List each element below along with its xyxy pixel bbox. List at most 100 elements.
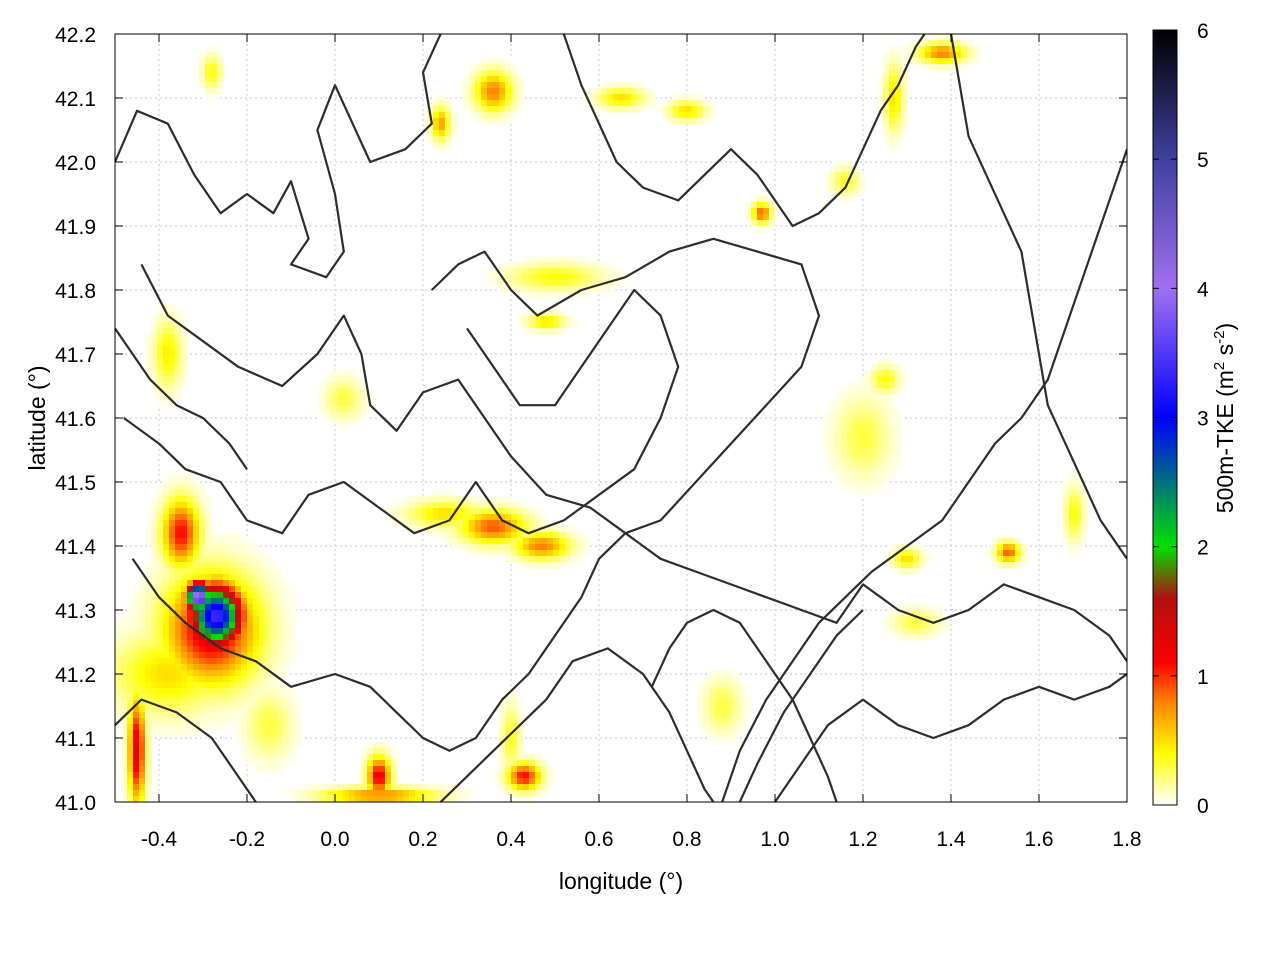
tke-cell: [265, 706, 272, 713]
tke-cell: [889, 400, 896, 407]
tke-cell: [895, 634, 902, 641]
tke-cell: [217, 604, 224, 611]
tke-cell: [193, 622, 200, 629]
tke-cell: [511, 286, 518, 293]
tke-cell: [907, 556, 914, 563]
tke-cell: [175, 712, 182, 719]
tke-cell: [181, 634, 188, 641]
tke-cell: [181, 562, 188, 569]
tke-cell: [163, 658, 170, 665]
tke-cell: [193, 706, 200, 713]
tke-cell: [205, 496, 212, 503]
tke-cell: [151, 634, 158, 641]
tke-cell: [853, 448, 860, 455]
tke-cell: [511, 262, 518, 269]
tke-cell: [199, 688, 206, 695]
tke-cell: [655, 106, 662, 113]
tke-cell: [1063, 508, 1070, 515]
tke-cell: [193, 634, 200, 641]
tke-cell: [619, 88, 626, 95]
tke-cell: [121, 682, 128, 689]
tke-cell: [463, 502, 470, 509]
tke-cell: [859, 448, 866, 455]
tke-cell: [211, 688, 218, 695]
tke-cell: [175, 526, 182, 533]
tke-cell: [349, 400, 356, 407]
tke-cell: [169, 724, 176, 731]
tke-cell: [889, 430, 896, 437]
tke-cell: [193, 478, 200, 485]
tke-cell: [643, 106, 650, 113]
tke-cell: [163, 328, 170, 335]
tke-cell: [151, 364, 158, 371]
tke-cell: [145, 790, 152, 797]
tke-cell: [439, 490, 446, 497]
tke-cell: [991, 562, 998, 569]
tke-cell: [1009, 562, 1016, 569]
tke-cell: [223, 676, 230, 683]
tke-cell: [145, 574, 152, 581]
tke-cell: [541, 262, 548, 269]
tke-cell: [379, 742, 386, 749]
tke-cell: [283, 634, 290, 641]
tke-cell: [349, 406, 356, 413]
tke-cell: [505, 58, 512, 65]
tke-cell: [619, 268, 626, 275]
tke-cell: [265, 694, 272, 701]
tke-cell: [517, 730, 524, 737]
tke-cell: [1003, 532, 1010, 539]
tke-cell: [169, 334, 176, 341]
tke-cell: [499, 94, 506, 101]
tke-cell: [271, 742, 278, 749]
tke-cell: [391, 784, 398, 791]
tke-cell: [193, 556, 200, 563]
tke-cell: [379, 754, 386, 761]
tke-cell: [145, 730, 152, 737]
tke-cell: [169, 490, 176, 497]
tke-cell: [919, 58, 926, 65]
tke-cell: [487, 76, 494, 83]
tke-cell: [181, 340, 188, 347]
tke-cell: [889, 460, 896, 467]
tke-cell: [145, 796, 152, 802]
tke-cell: [385, 748, 392, 755]
tke-cell: [217, 562, 224, 569]
tke-cell: [229, 694, 236, 701]
tke-cell: [529, 562, 536, 569]
tke-cell: [1015, 538, 1022, 545]
tke-cell: [139, 754, 146, 761]
tke-cell: [877, 442, 884, 449]
tke-cell: [307, 796, 314, 802]
tke-cell: [493, 70, 500, 77]
tke-cell: [511, 544, 518, 551]
tke-cell: [289, 730, 296, 737]
tke-cell: [415, 514, 422, 521]
tke-cell: [553, 526, 560, 533]
tke-cell: [235, 562, 242, 569]
tke-cell: [529, 292, 536, 299]
tke-cell: [157, 484, 164, 491]
tke-cell: [877, 478, 884, 485]
tke-cell: [181, 346, 188, 353]
tke-cell: [151, 340, 158, 347]
tke-cell: [535, 274, 542, 281]
tke-cell: [637, 82, 644, 89]
tke-cell: [427, 526, 434, 533]
tke-cell: [361, 406, 368, 413]
tke-cell: [517, 82, 524, 89]
tke-cell: [937, 64, 944, 71]
tke-cell: [871, 436, 878, 443]
tke-cell: [145, 598, 152, 605]
tke-cell: [865, 424, 872, 431]
tke-cell: [481, 70, 488, 77]
tke-cell: [517, 766, 524, 773]
tke-cell: [565, 550, 572, 557]
tke-cell: [157, 364, 164, 371]
tke-cell: [535, 508, 542, 515]
tke-cell: [523, 514, 530, 521]
tke-cell: [433, 106, 440, 113]
tke-cell: [757, 220, 764, 227]
tke-cell: [1015, 550, 1022, 557]
tke-cell: [919, 46, 926, 53]
tke-cell: [913, 622, 920, 629]
